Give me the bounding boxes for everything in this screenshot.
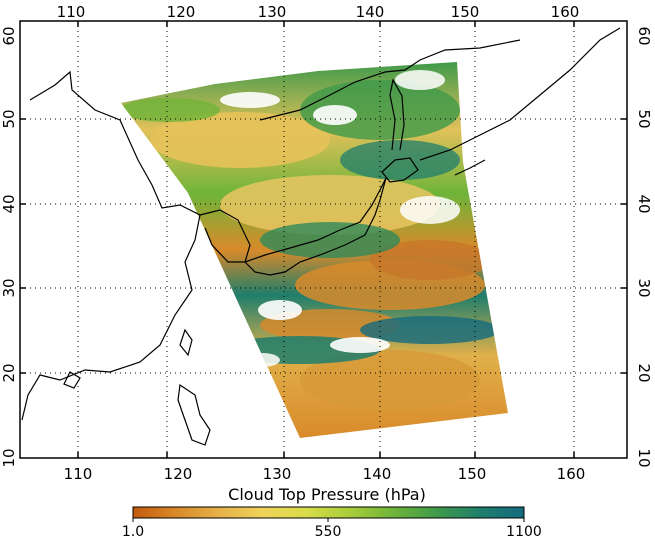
colorbar-ticks xyxy=(132,518,525,522)
lon-label-top-130: 130 xyxy=(258,3,287,21)
lon-label-bottom-120: 120 xyxy=(164,465,193,483)
lon-label-bottom-140: 140 xyxy=(363,465,392,483)
lon-label-bottom-150: 150 xyxy=(458,465,487,483)
lat-label-left-40: 40 xyxy=(0,194,18,213)
lat-label-left-30: 30 xyxy=(0,278,18,297)
colorbar-max-label: 1100 xyxy=(506,524,542,540)
lon-label-bottom-130: 130 xyxy=(263,465,292,483)
lat-label-right-30: 30 xyxy=(635,278,653,297)
lon-label-top-110: 110 xyxy=(57,3,86,21)
lon-label-bottom-110: 110 xyxy=(64,465,93,483)
cloud-pressure-swath xyxy=(121,62,508,438)
lat-label-right-10: 10 xyxy=(635,448,653,467)
colorbar-title: Cloud Top Pressure (hPa) xyxy=(228,485,426,504)
lon-label-bottom-160: 160 xyxy=(557,465,586,483)
lat-label-right-20: 20 xyxy=(635,363,653,382)
lat-label-left-50: 50 xyxy=(0,109,18,128)
colorbar-mid-label: 550 xyxy=(315,524,342,540)
lat-label-right-50: 50 xyxy=(635,109,653,128)
lat-label-right-40: 40 xyxy=(635,194,653,213)
graticule xyxy=(20,21,627,458)
lat-label-left-10: 10 xyxy=(0,448,18,467)
lon-label-top-160: 160 xyxy=(551,3,580,21)
lat-label-left-60: 60 xyxy=(0,26,18,45)
coastlines xyxy=(21,27,621,446)
lon-label-top-120: 120 xyxy=(167,3,196,21)
colorbar xyxy=(132,506,525,519)
axis-ticks xyxy=(20,21,627,458)
lon-label-top-150: 150 xyxy=(451,3,480,21)
lat-label-right-60: 60 xyxy=(635,26,653,45)
colorbar-min-label: 1.0 xyxy=(122,524,144,540)
lon-label-top-140: 140 xyxy=(356,3,385,21)
lat-label-left-20: 20 xyxy=(0,363,18,382)
